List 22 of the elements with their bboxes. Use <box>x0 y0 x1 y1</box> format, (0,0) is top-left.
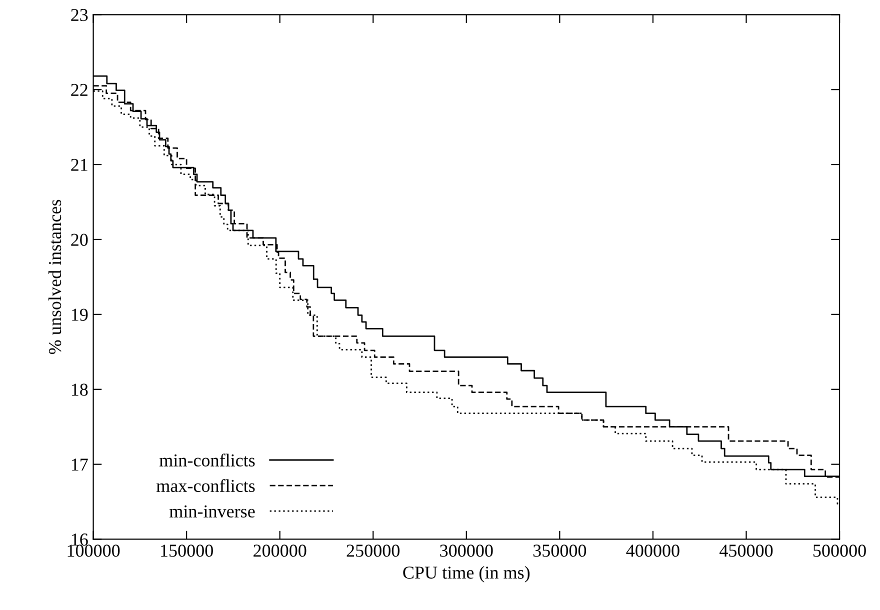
y-tick-label: 21 <box>71 158 88 171</box>
y-tick-label: 18 <box>72 384 88 396</box>
legend-label: min-inverse <box>170 505 255 518</box>
y-tick-label: 22 <box>71 84 88 96</box>
y-tick-label: 19 <box>72 308 88 321</box>
x-tick-label: 300000 <box>440 544 493 557</box>
x-tick-label: 150000 <box>161 544 213 557</box>
x-tick-label: 200000 <box>254 544 306 557</box>
y-tick-label: 23 <box>71 8 88 22</box>
x-tick-label: 250000 <box>346 544 400 557</box>
x-axis-title: CPU time (in ms) <box>403 566 530 582</box>
x-tick-label: 500000 <box>813 544 866 557</box>
y-axis-title: % unsolved instances <box>48 200 62 354</box>
y-tick-label: 16 <box>72 534 88 546</box>
x-tick-label: 450000 <box>720 544 773 557</box>
y-tick-label: 17 <box>72 458 88 471</box>
x-tick-label: 100000 <box>68 544 120 557</box>
y-tick-label: 20 <box>71 234 88 246</box>
x-tick-label: 400000 <box>626 544 680 557</box>
legend-label: min-conflicts <box>159 454 255 466</box>
legend-label: max-conflicts <box>156 479 255 492</box>
x-tick-label: 350000 <box>533 544 586 557</box>
